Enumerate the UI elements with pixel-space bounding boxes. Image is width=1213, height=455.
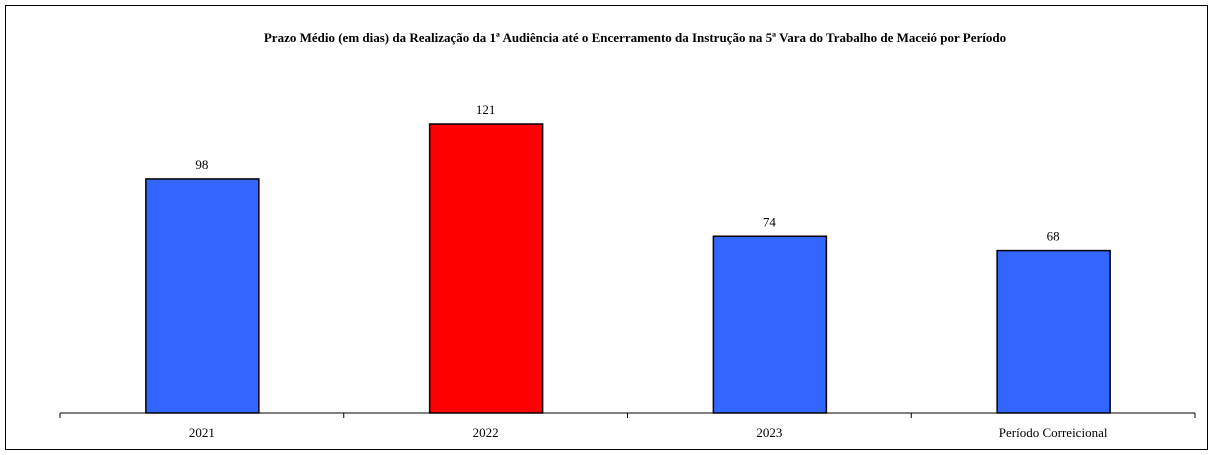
data-label: 68 [1047, 229, 1060, 244]
bar [996, 249, 1111, 414]
x-tick-label: 2023 [756, 425, 782, 440]
data-label: 98 [195, 157, 208, 172]
bar [712, 235, 828, 414]
x-tick-label: 2022 [473, 425, 499, 440]
chart-title: Prazo Médio (em dias) da Realização da 1… [263, 30, 1007, 45]
x-tick-label: Período Correicional [999, 425, 1108, 440]
frame [5, 5, 1208, 450]
bar [428, 123, 544, 414]
x-tick-label: 2021 [189, 425, 215, 440]
data-label: 121 [476, 102, 496, 117]
data-label: 74 [763, 214, 777, 229]
bar [145, 178, 260, 414]
